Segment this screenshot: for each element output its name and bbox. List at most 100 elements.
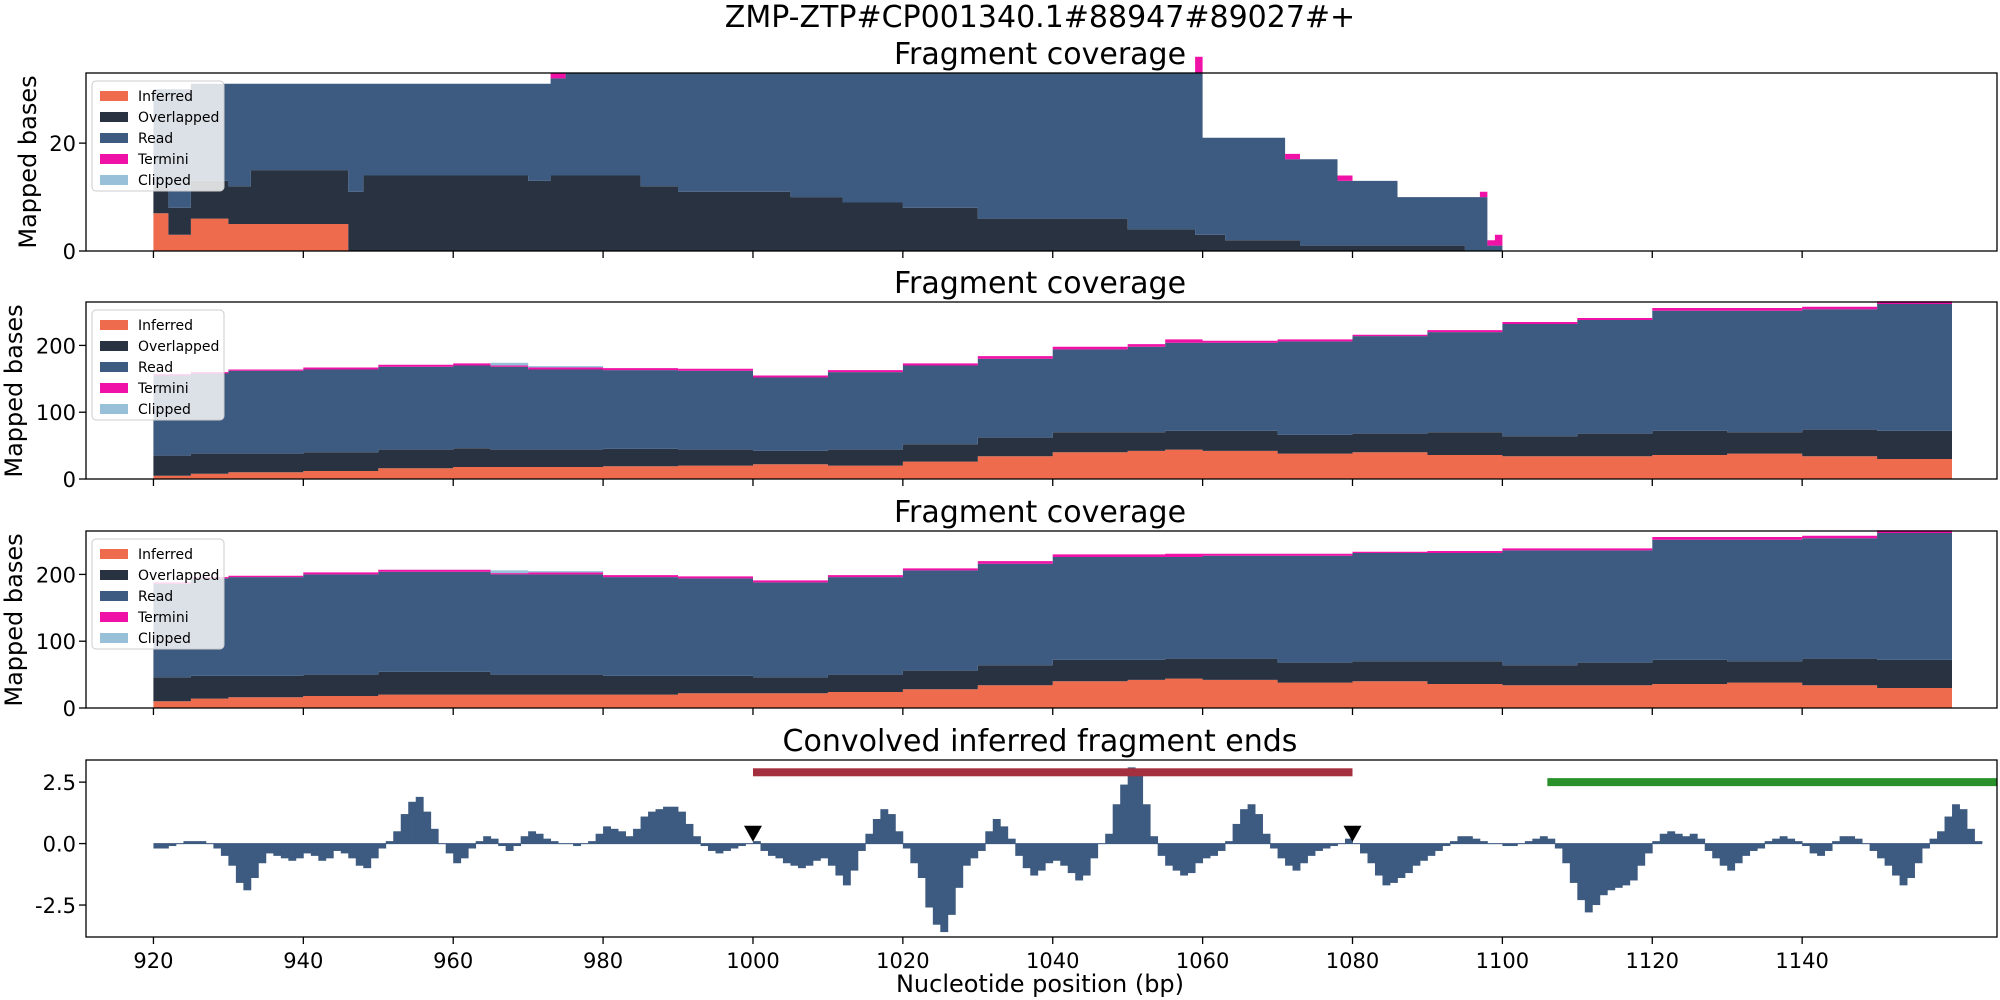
legend-swatch	[100, 91, 128, 101]
bar	[333, 843, 342, 851]
bar	[678, 811, 686, 844]
y-tick-label: 0	[63, 240, 76, 264]
bar	[925, 843, 934, 908]
bar	[273, 843, 282, 856]
x-tick-label: 920	[133, 949, 173, 973]
bar	[655, 809, 664, 844]
bar	[1659, 833, 1668, 844]
bar	[1082, 843, 1091, 876]
bar	[1944, 816, 1953, 844]
bar	[513, 843, 522, 847]
bar	[228, 843, 237, 866]
bar	[1300, 843, 1308, 864]
bar	[378, 843, 387, 849]
bar	[700, 843, 709, 847]
layer-inferred	[153, 449, 1952, 479]
legend-label: Termini	[137, 152, 189, 168]
bar	[1277, 843, 1286, 859]
bar	[265, 843, 274, 854]
bar	[685, 823, 694, 844]
bar	[1037, 843, 1046, 871]
bar	[1210, 843, 1219, 856]
bar	[1389, 843, 1398, 883]
bar	[1022, 843, 1031, 869]
x-tick-label: 1060	[1176, 949, 1229, 973]
bar	[670, 806, 679, 844]
bar	[355, 843, 364, 866]
bar	[1749, 843, 1758, 851]
bar	[1247, 804, 1256, 844]
legend-swatch	[100, 549, 128, 559]
bar	[520, 836, 529, 844]
legend-swatch	[100, 133, 128, 143]
bar	[1412, 843, 1421, 866]
bar	[625, 836, 634, 844]
bar	[1562, 843, 1571, 864]
panel-3-ylabel: Mapped bases	[0, 533, 28, 706]
legend-swatch	[100, 341, 128, 351]
bar	[805, 843, 814, 866]
x-tick-label: 980	[583, 949, 623, 973]
legend-label: Termini	[137, 610, 189, 626]
bar	[1397, 843, 1406, 878]
layer-overlapped	[153, 429, 1952, 476]
bar	[1652, 841, 1661, 844]
bar	[475, 841, 484, 844]
bar	[1554, 843, 1563, 849]
layer-inferred	[153, 213, 1503, 251]
bar	[1180, 843, 1189, 876]
bar	[1502, 843, 1511, 847]
bar	[1442, 843, 1451, 847]
bar	[970, 843, 979, 859]
x-tick-label: 1120	[1626, 949, 1679, 973]
bar	[797, 843, 806, 869]
bar	[1307, 843, 1316, 856]
bar	[1682, 836, 1691, 844]
bar	[1067, 843, 1076, 874]
layer-overlapped	[153, 658, 1952, 702]
bar	[453, 843, 462, 864]
bar	[1614, 843, 1623, 888]
bar	[603, 826, 611, 844]
bar	[528, 831, 537, 844]
legend-swatch	[100, 404, 128, 414]
bar	[1404, 843, 1413, 874]
bar	[1150, 836, 1159, 844]
bar	[1015, 843, 1024, 856]
bar	[1584, 843, 1593, 913]
interval-bar	[1547, 778, 1997, 787]
y-tick-label: 20	[49, 132, 76, 156]
bar	[1607, 843, 1616, 891]
bar	[1187, 843, 1196, 874]
bar	[1644, 843, 1653, 854]
bar	[1382, 843, 1391, 886]
legend-label: Clipped	[138, 402, 191, 418]
legend-swatch	[100, 175, 128, 185]
panel-3-x-ticks	[152, 708, 1803, 715]
panel-1: Fragment coverage Mapped bases 0 20 Infer…	[14, 37, 1998, 264]
legend-swatch	[100, 362, 128, 372]
panel-1-frame	[85, 72, 1998, 252]
panel-4-segments	[752, 768, 1997, 787]
bar	[220, 843, 229, 856]
legend-swatch	[100, 570, 128, 580]
y-tick-label: 100	[36, 401, 76, 425]
bar	[940, 843, 949, 933]
bar	[1524, 841, 1533, 844]
bar	[198, 841, 207, 844]
legend-label: Clipped	[138, 173, 191, 189]
panel-1-y-axis: 0 20	[49, 132, 86, 264]
bar	[325, 843, 334, 859]
legend-label: Inferred	[138, 318, 193, 334]
bar	[258, 843, 267, 864]
bar	[1345, 838, 1353, 844]
bar	[1000, 826, 1009, 844]
bar	[1030, 843, 1039, 876]
bar	[190, 841, 199, 844]
legend-label: Read	[138, 131, 173, 147]
bar	[1847, 836, 1856, 844]
x-tick-label: 1040	[1026, 949, 1079, 973]
bar	[910, 843, 919, 864]
bar	[1719, 843, 1728, 866]
